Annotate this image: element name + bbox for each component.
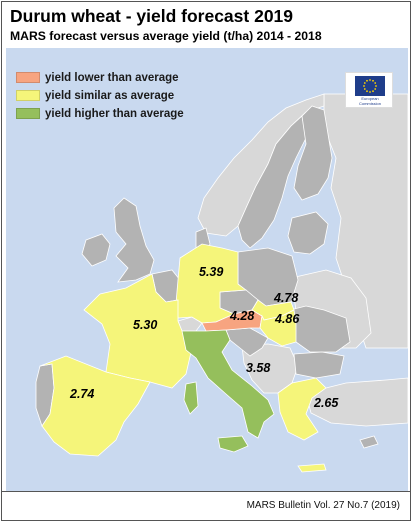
- value-label-hungary: 4.86: [275, 312, 300, 326]
- value-label-slovakia: 4.78: [274, 291, 299, 305]
- footer-divider: [2, 491, 410, 492]
- logo-line1: European: [361, 96, 379, 101]
- sweden-region: [237, 115, 307, 249]
- value-label-austria: 4.28: [230, 309, 255, 323]
- european-commission-logo: European Commission: [345, 72, 393, 108]
- legend-swatch-lower: [16, 72, 40, 83]
- eu-flag-icon: [355, 76, 385, 96]
- legend-label-lower: yield lower than average: [45, 71, 179, 84]
- legend-swatch-similar: [16, 90, 40, 101]
- hungary-region: [259, 309, 297, 347]
- finland-region: [293, 105, 333, 201]
- legend-item-similar: yield similar as average: [16, 88, 184, 103]
- ireland-region: [81, 233, 111, 267]
- map-title: Durum wheat - yield forecast 2019: [10, 6, 294, 26]
- footer-source: MARS Bulletin Vol. 27 No.7 (2019): [246, 500, 400, 511]
- crete-region: [297, 463, 327, 473]
- bulgaria-region: [293, 351, 345, 379]
- spain-region: [39, 355, 151, 457]
- logo-line2: Commission: [358, 101, 381, 106]
- great-britain-region: [113, 197, 155, 283]
- logo-text: European Commission: [348, 96, 392, 106]
- greece-region: [277, 377, 327, 441]
- map-subtitle: MARS forecast versus average yield (t/ha…: [10, 29, 322, 43]
- cyprus-region: [359, 435, 379, 449]
- map-legend: yield lower than average yield similar a…: [16, 70, 184, 124]
- turkey-region: [305, 377, 408, 427]
- legend-label-similar: yield similar as average: [45, 89, 175, 102]
- legend-label-higher: yield higher than average: [45, 107, 184, 120]
- italy-region: [181, 329, 275, 439]
- baltic-states-region: [287, 211, 329, 255]
- value-label-france: 5.30: [133, 318, 158, 332]
- legend-item-higher: yield higher than average: [16, 106, 184, 121]
- legend-item-lower: yield lower than average: [16, 70, 184, 85]
- value-label-italy: 3.58: [246, 361, 271, 375]
- legend-swatch-higher: [16, 108, 40, 119]
- value-label-greece: 2.65: [314, 396, 339, 410]
- sardinia-region: [183, 381, 199, 415]
- croatia-slovenia-region: [225, 327, 269, 357]
- sicily-region: [217, 435, 249, 453]
- europe-map: [6, 48, 408, 491]
- value-label-germany: 5.39: [199, 265, 224, 279]
- value-label-spain: 2.74: [70, 387, 95, 401]
